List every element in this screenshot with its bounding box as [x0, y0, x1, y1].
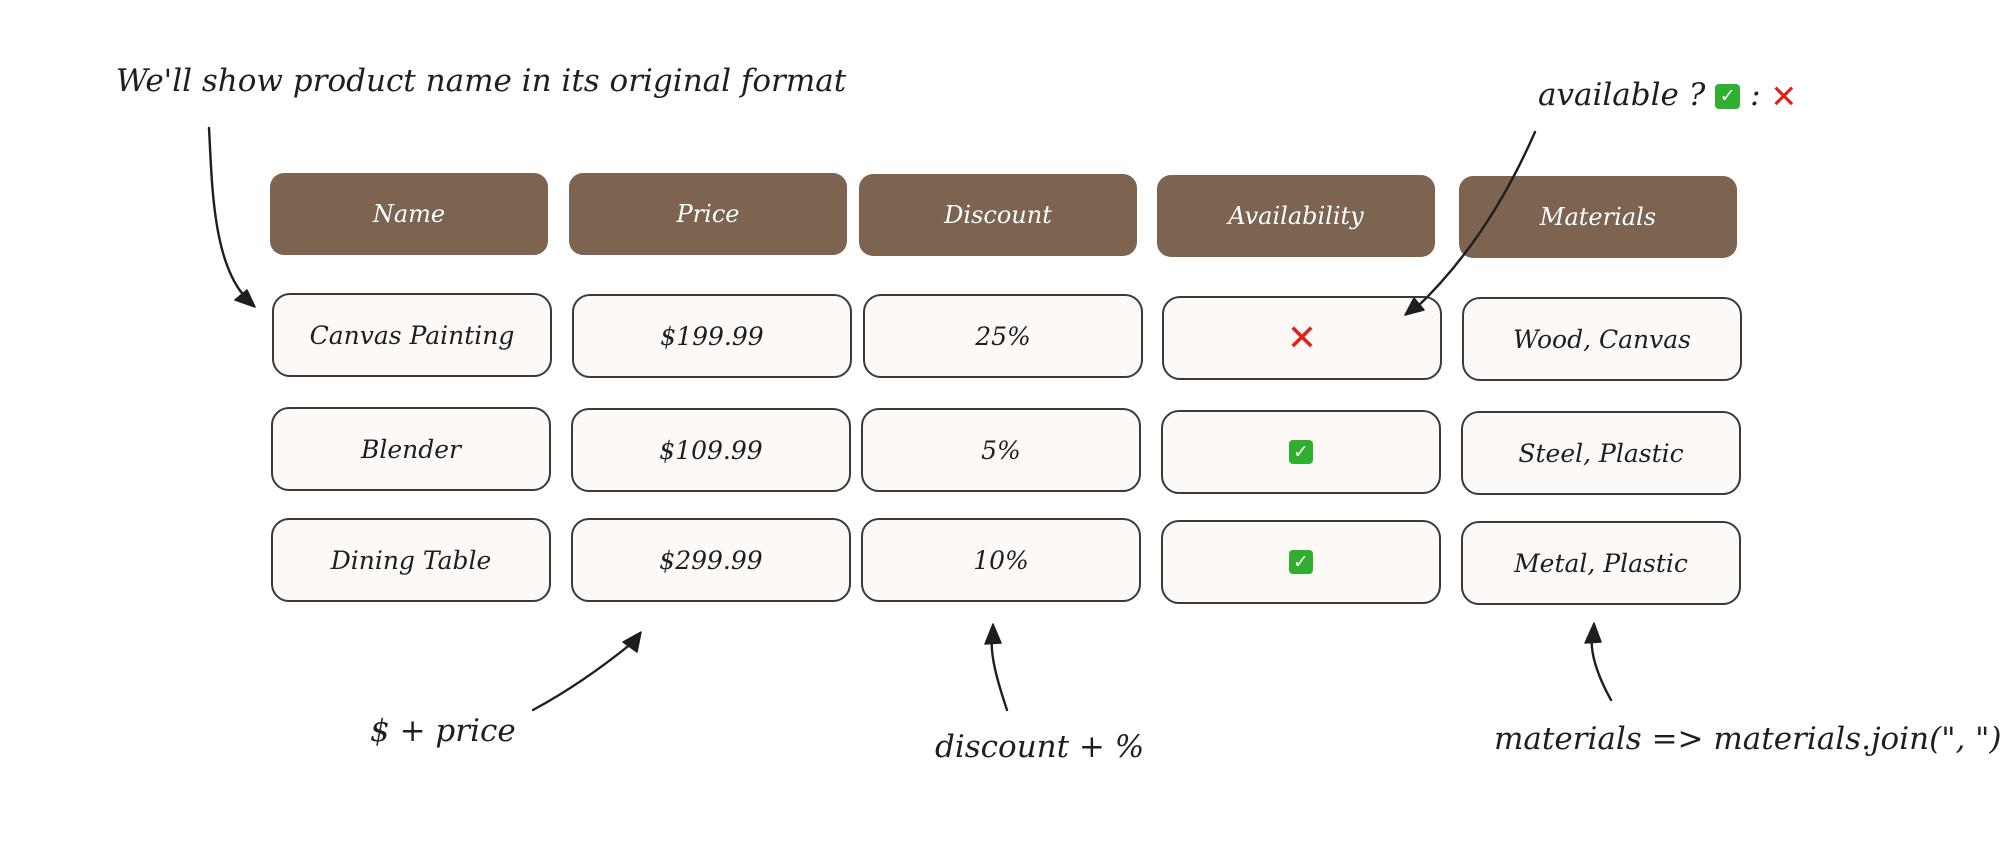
discount-format-note: discount + %	[935, 729, 1145, 765]
availability-note-separator: :	[1750, 77, 1761, 113]
header-price: Price	[569, 173, 847, 255]
cell-discount: 10%	[861, 518, 1141, 602]
cell-materials: Wood, Canvas	[1462, 297, 1742, 381]
cell-availability: ✓	[1161, 410, 1441, 494]
cell-discount: 25%	[863, 294, 1143, 378]
name-note-arrow	[207, 126, 256, 308]
check-mark-icon: ✓	[1289, 440, 1313, 464]
cell-materials: Metal, Plastic	[1461, 521, 1741, 605]
materials-note-arrow	[1584, 622, 1613, 702]
cell-name: Canvas Painting	[272, 293, 552, 377]
cell-availability: ✕	[1162, 296, 1442, 380]
discount-note-arrow	[984, 623, 1009, 712]
check-mark-icon: ✓	[1715, 84, 1741, 109]
availability-note-prefix: available ?	[1538, 77, 1706, 113]
price-note-arrow	[531, 631, 642, 712]
cell-price: $299.99	[571, 518, 851, 602]
availability-format-note: available ? ✓ : ✕	[1538, 76, 1797, 116]
cell-discount: 5%	[861, 408, 1141, 492]
header-discount: Discount	[859, 174, 1137, 256]
cell-price: $199.99	[572, 294, 852, 378]
header-materials: Materials	[1459, 176, 1737, 258]
price-format-note: $ + price	[370, 713, 516, 749]
cell-name: Blender	[271, 407, 551, 491]
cross-mark-icon: ✕	[1770, 77, 1798, 116]
name-format-note: We'll show product name in its original …	[116, 63, 847, 99]
cell-name: Dining Table	[271, 518, 551, 602]
cell-materials: Steel, Plastic	[1461, 411, 1741, 495]
check-mark-icon: ✓	[1289, 550, 1313, 574]
header-name: Name	[270, 173, 548, 255]
materials-format-note: materials => materials.join(", ")	[1494, 721, 2000, 757]
header-availability: Availability	[1157, 175, 1435, 257]
cell-price: $109.99	[571, 408, 851, 492]
cell-availability: ✓	[1161, 520, 1441, 604]
cross-mark-icon: ✕	[1286, 317, 1318, 359]
